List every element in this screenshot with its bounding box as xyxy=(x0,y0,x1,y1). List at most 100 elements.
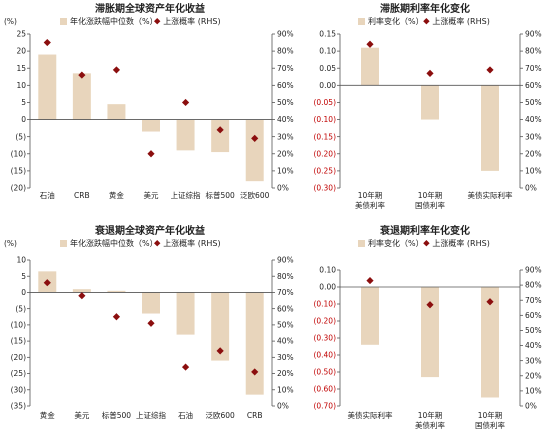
category-label: 石油 xyxy=(178,410,193,420)
right-tick-label: 80% xyxy=(525,47,542,56)
right-tick-label: 0% xyxy=(277,184,289,193)
right-tick-label: 70% xyxy=(277,288,294,297)
left-tick-label: (0.10) xyxy=(313,115,336,124)
category-label: CRB xyxy=(74,191,90,200)
probability-marker xyxy=(366,276,374,285)
left-tick-label: (0.20) xyxy=(313,317,336,326)
right-tick-label: 40% xyxy=(277,337,294,346)
bar xyxy=(38,54,57,120)
bar xyxy=(142,292,160,314)
right-tick-label: 60% xyxy=(525,81,542,90)
legend-swatch-bar xyxy=(358,240,365,247)
bar xyxy=(245,292,264,395)
right-tick-label: 40% xyxy=(277,115,294,124)
left-tick-label: (20) xyxy=(11,184,26,193)
bar xyxy=(107,104,126,120)
category-label: 美元 xyxy=(144,190,159,200)
right-tick-label: 70% xyxy=(277,64,294,73)
category-label: 美元 xyxy=(74,410,89,420)
left-tick-label: (0.70) xyxy=(313,402,336,411)
probability-marker xyxy=(112,66,121,74)
left-tick-label: 0 xyxy=(21,288,26,297)
legend-label-marker: 上涨概率 (RHS) xyxy=(432,238,489,248)
chart-title: 衰退期全球资产年化收益 xyxy=(94,224,205,237)
left-tick-label: (30) xyxy=(11,385,26,394)
probability-marker xyxy=(251,134,259,142)
left-tick-label: 0.10 xyxy=(319,266,336,275)
left-tick-label: (0.10) xyxy=(313,300,336,309)
right-tick-label: 0% xyxy=(525,402,537,411)
left-tick-label: 5 xyxy=(21,272,26,281)
right-tick-label: 90% xyxy=(277,256,294,265)
legend-marker-diamond xyxy=(423,18,430,25)
chart-recession-rates: 衰退期利率年化变化 利率变化（%） 上涨概率 (RHS) 0.10 0.00 (0.10)… xyxy=(300,222,550,434)
left-tick-label: 25 xyxy=(16,30,26,39)
right-tick-label: 20% xyxy=(277,149,294,158)
left-tick-label: (5) xyxy=(15,304,26,313)
bar xyxy=(421,85,439,120)
category-label: 泛欧600 xyxy=(240,190,270,200)
unit-label: (%) xyxy=(4,239,17,248)
left-tick-label: (15) xyxy=(11,337,26,346)
left-tick-label: 20 xyxy=(16,47,26,56)
left-tick-label: 0.00 xyxy=(319,283,336,292)
legend-label-bar: 利率变化（%） xyxy=(368,16,424,26)
chart-title: 衰退期利率年化变化 xyxy=(379,224,470,237)
left-tick-label: (0.05) xyxy=(313,98,336,107)
bar xyxy=(72,289,91,293)
legend-marker-diamond xyxy=(154,240,161,247)
left-tick-label: 10 xyxy=(16,256,26,265)
category-label: 美债实际利率 xyxy=(468,190,513,200)
right-tick-label: 50% xyxy=(525,98,542,107)
bar xyxy=(107,290,126,293)
bar xyxy=(361,287,379,345)
left-tick-label: (20) xyxy=(11,353,26,362)
right-tick-label: 30% xyxy=(525,132,542,141)
bar xyxy=(245,119,264,182)
right-tick-label: 20% xyxy=(277,369,294,378)
chart-title: 滞胀期利率年化变化 xyxy=(380,2,470,15)
bar xyxy=(211,292,230,361)
probability-marker xyxy=(112,313,121,321)
legend-marker-diamond xyxy=(423,240,430,247)
chart-stagflation-assets: 滞胀期全球资产年化收益 (%) 年化涨跌幅中位数（%） 上涨概率 (RHS) 25 20 1… xyxy=(0,0,300,212)
probability-marker xyxy=(486,66,494,74)
category-label: 黄金 xyxy=(40,410,55,420)
unit-label: (%) xyxy=(4,17,17,26)
left-tick-label: (35) xyxy=(11,402,26,411)
legend-swatch-bar xyxy=(60,18,67,25)
chart-title: 滞胀期全球资产年化收益 xyxy=(95,2,205,15)
probability-marker xyxy=(43,38,51,47)
left-tick-label: (5) xyxy=(15,132,26,141)
bar xyxy=(176,292,195,335)
right-tick-label: 50% xyxy=(525,326,542,335)
probability-marker xyxy=(426,69,434,77)
category-label: CRB xyxy=(247,411,263,420)
right-tick-label: 50% xyxy=(277,98,294,107)
left-tick-label: (10) xyxy=(11,320,26,329)
category-label: 上证综指 xyxy=(136,410,166,420)
right-tick-label: 20% xyxy=(525,371,542,380)
left-tick-label: (0.40) xyxy=(313,351,336,360)
chart-svg-stagflation-assets: 滞胀期全球资产年化收益 (%) 年化涨跌幅中位数（%） 上涨概率 (RHS) 25 20 1… xyxy=(4,2,294,200)
chart-recession-assets: 衰退期全球资产年化收益 (%) 年化涨跌幅中位数（%） 上涨概率 (RHS) 10 5 0 (… xyxy=(0,222,300,434)
right-tick-label: 60% xyxy=(277,81,294,90)
right-tick-label: 80% xyxy=(277,47,294,56)
category-label: 10年期美债利率 xyxy=(415,410,445,430)
category-label: 泛欧600 xyxy=(205,410,235,420)
right-tick-label: 10% xyxy=(277,385,294,394)
bar xyxy=(211,119,230,153)
right-tick-label: 50% xyxy=(277,320,294,329)
left-tick-label: (0.60) xyxy=(313,385,336,394)
left-tick-label: 0.15 xyxy=(319,30,336,39)
right-tick-label: 10% xyxy=(525,166,542,175)
left-tick-label: (15) xyxy=(11,166,26,175)
bar xyxy=(361,47,379,86)
left-tick-label: (10) xyxy=(11,149,26,158)
probability-marker xyxy=(426,301,434,309)
category-label: 标普500 xyxy=(205,190,235,200)
right-tick-label: 0% xyxy=(525,184,537,193)
right-tick-label: 30% xyxy=(277,353,294,362)
